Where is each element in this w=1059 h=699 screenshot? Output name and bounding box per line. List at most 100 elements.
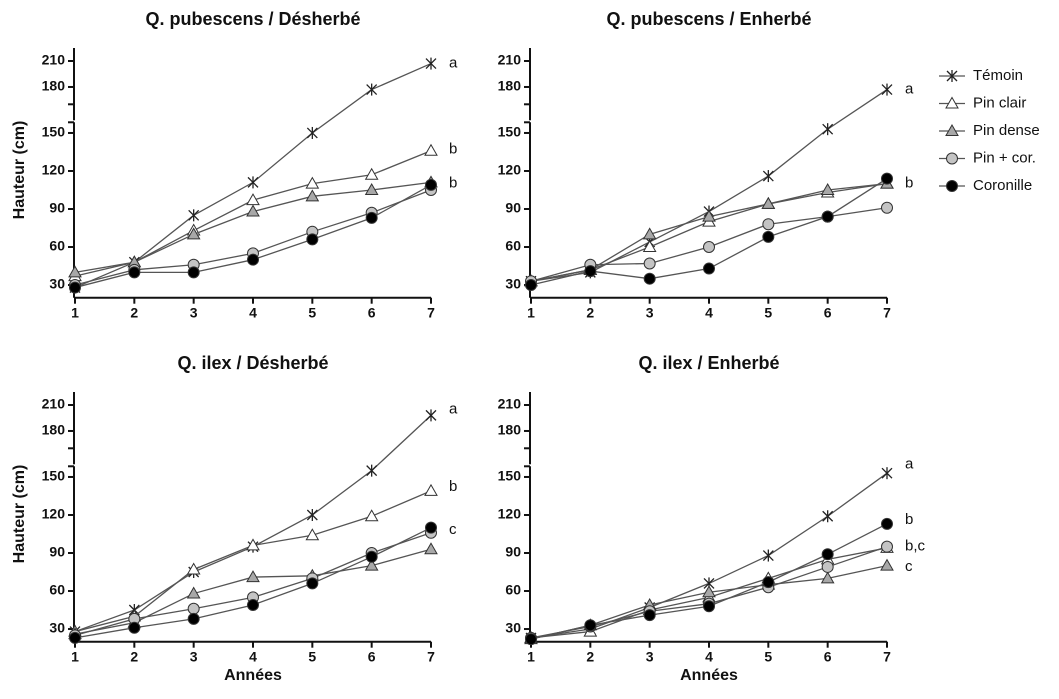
marker: [306, 577, 319, 590]
significance-letter: b: [905, 175, 913, 192]
x-tick-label: 5: [764, 648, 772, 664]
marker: [186, 586, 201, 599]
marker: [703, 241, 715, 254]
significance-letter: b: [449, 175, 457, 192]
panel: Q. ilex / Désherbé 30 60 90 120 150 180 210 1 2 3 4…: [11, 353, 458, 684]
y-tick-label: 60: [505, 582, 521, 598]
x-tick-label: 4: [705, 648, 713, 664]
y-tick-label: 120: [498, 506, 522, 522]
y-tick-label: 90: [505, 544, 521, 560]
marker: [425, 409, 437, 422]
significance-letter: c: [449, 521, 457, 538]
marker: [822, 510, 834, 523]
legend-label: Pin + cor.: [973, 149, 1036, 166]
x-tick-label: 1: [71, 648, 79, 664]
x-tick-label: 5: [308, 304, 316, 320]
y-tick-label: 150: [498, 468, 522, 484]
significance-letter: b,c: [905, 538, 926, 555]
x-axis-label: Années: [680, 667, 738, 684]
y-tick-label: 120: [498, 162, 522, 178]
marker: [366, 83, 378, 96]
marker: [761, 196, 776, 209]
marker: [584, 265, 597, 278]
marker: [642, 227, 657, 240]
marker: [68, 265, 82, 278]
marker: [365, 211, 378, 224]
marker: [306, 233, 319, 246]
significance-letter: a: [449, 55, 458, 72]
marker: [820, 182, 835, 195]
marker: [762, 549, 774, 562]
y-tick-label: 60: [49, 582, 65, 598]
marker: [643, 609, 656, 622]
marker: [247, 176, 259, 189]
marker: [246, 570, 260, 583]
x-tick-label: 1: [527, 304, 535, 320]
x-tick-label: 3: [646, 304, 654, 320]
x-tick-label: 7: [883, 648, 891, 664]
x-tick-label: 1: [71, 304, 79, 320]
panel: Q. pubescens / Enherbé 30 60 90 120 150 180 210…: [498, 9, 1040, 321]
marker: [246, 538, 260, 551]
x-tick-label: 2: [586, 304, 594, 320]
marker: [365, 550, 378, 563]
marker: [187, 602, 200, 615]
marker: [822, 123, 834, 136]
marker: [880, 558, 894, 571]
x-tick-label: 7: [427, 648, 435, 664]
x-tick-label: 2: [130, 304, 138, 320]
y-tick-label: 150: [42, 124, 66, 140]
panel-title: Q. pubescens / Désherbé: [145, 9, 360, 29]
marker: [187, 612, 200, 625]
x-tick-label: 1: [527, 648, 535, 664]
panel: Q. ilex / Enherbé 30 60 90 120 150 180 210 1 2 3 4 5…: [498, 353, 926, 684]
marker: [821, 210, 834, 223]
marker: [525, 279, 537, 292]
marker: [643, 272, 656, 285]
y-tick-label: 30: [505, 620, 521, 636]
significance-letter: a: [905, 455, 914, 472]
series-line: [530, 472, 888, 639]
marker: [642, 240, 657, 253]
marker: [364, 167, 379, 180]
marker: [364, 509, 379, 522]
marker: [128, 266, 141, 279]
panel-title: Q. ilex / Enherbé: [638, 353, 779, 373]
y-tick-label: 180: [498, 422, 522, 438]
marker: [364, 182, 379, 195]
y-tick-label: 90: [505, 200, 521, 216]
x-tick-label: 2: [586, 648, 594, 664]
significance-letter: a: [449, 400, 458, 417]
y-tick-label: 90: [49, 544, 65, 560]
marker: [821, 548, 834, 561]
marker: [881, 172, 893, 185]
marker: [643, 257, 656, 270]
marker: [584, 619, 597, 632]
panel: Q. pubescens / Désherbé30609012015018021…: [11, 9, 458, 321]
y-tick-label: 150: [42, 468, 66, 484]
marker: [525, 633, 537, 646]
x-tick-label: 4: [249, 304, 257, 320]
x-tick-label: 6: [368, 648, 376, 664]
marker: [424, 143, 438, 156]
marker: [881, 517, 893, 530]
marker: [128, 621, 141, 634]
marker: [881, 467, 893, 480]
y-tick-label: 210: [498, 396, 522, 412]
x-tick-label: 3: [190, 648, 198, 664]
x-tick-label: 6: [824, 648, 832, 664]
y-tick-label: 60: [505, 238, 521, 254]
marker: [881, 540, 893, 553]
marker: [306, 508, 318, 521]
marker: [762, 576, 775, 589]
y-tick-label: 30: [49, 276, 65, 292]
marker: [946, 152, 958, 165]
marker: [425, 178, 437, 191]
x-tick-label: 3: [646, 648, 654, 664]
marker: [762, 170, 774, 183]
y-tick-label: 90: [49, 200, 65, 216]
marker: [306, 126, 318, 139]
marker: [881, 201, 893, 214]
marker: [247, 253, 259, 266]
